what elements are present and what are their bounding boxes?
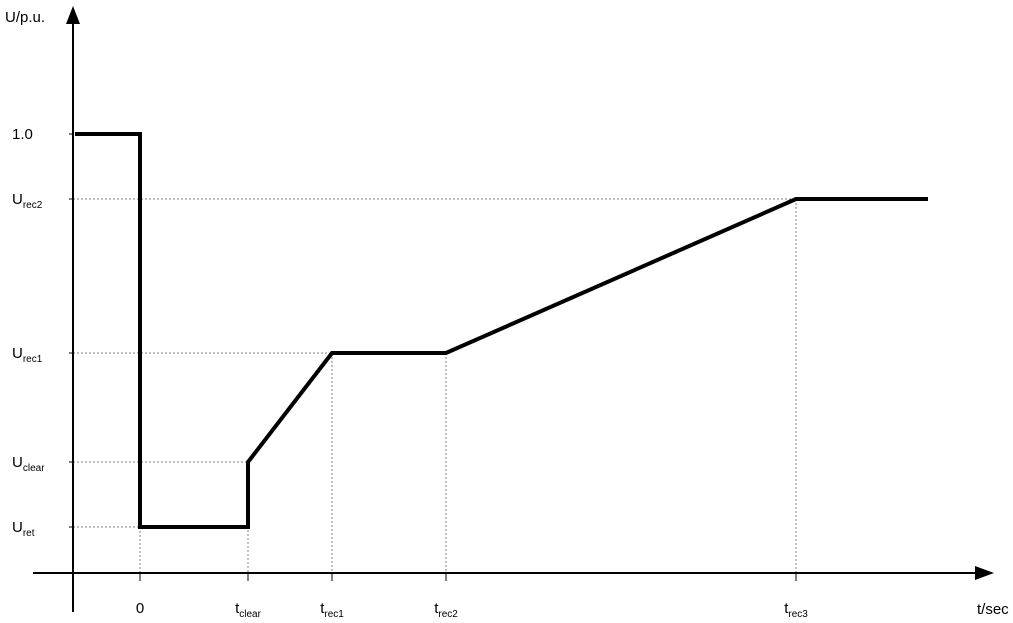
y-label-u_rec2: Urec2 [12, 191, 43, 211]
voltage-curve [75, 132, 928, 529]
y-axis-label: U/p.u. [5, 9, 45, 26]
y-axis-arrow [66, 6, 80, 24]
y-label-u_nom: 1.0 [12, 126, 33, 143]
y-level-labels: Uret Uclear Urec1 Urec2 1.0 [12, 126, 45, 539]
x-label-t_rec2: trec2 [434, 600, 458, 620]
x-label-t0: 0 [136, 600, 144, 617]
y-label-u_ret: Uret [12, 519, 35, 539]
guide-lines [69, 133, 797, 581]
x-label-t_clear: tclear [235, 600, 262, 620]
y-label-u_rec1: Urec1 [12, 345, 43, 365]
x-axis-arrow [975, 566, 994, 580]
x-label-t_rec1: trec1 [320, 600, 344, 620]
x-point-labels: 0 tclear trec1 trec2 trec3 [136, 600, 808, 620]
x-axis-label: t/sec [977, 601, 1009, 618]
axes [33, 6, 994, 612]
x-label-t_rec3: trec3 [784, 600, 808, 620]
y-label-u_clear: Uclear [12, 454, 45, 474]
